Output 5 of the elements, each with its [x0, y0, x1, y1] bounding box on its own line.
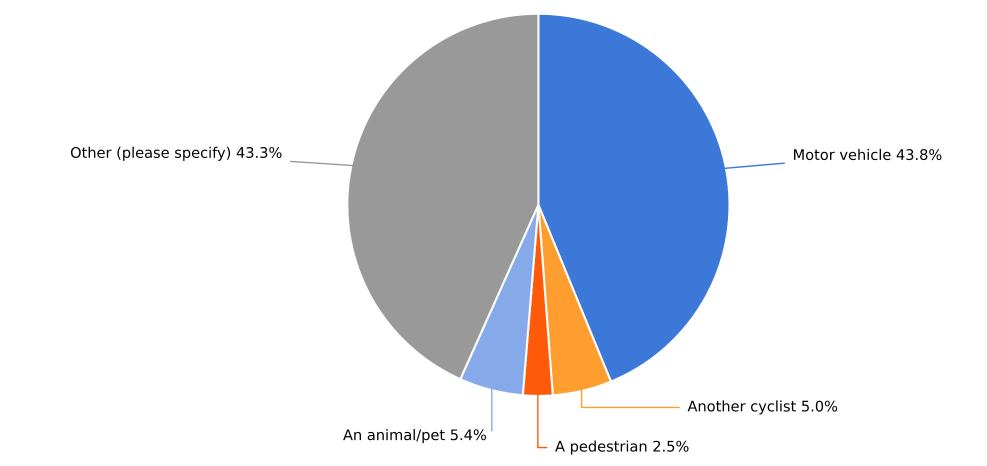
slice-label: Other (please specify) 43.3%	[70, 146, 282, 161]
slice-label: Another cyclist 5.0%	[688, 400, 838, 414]
slice-label: A pedestrian 2.5%	[555, 440, 689, 455]
slice-label: Motor vehicle 43.8%	[794, 148, 942, 160]
slice-label: An animal/pet 5.4%	[343, 428, 486, 444]
